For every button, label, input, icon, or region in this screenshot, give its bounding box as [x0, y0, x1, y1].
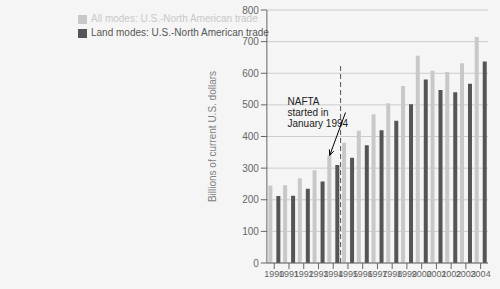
svg-text:800: 800 [242, 5, 259, 16]
svg-text:1996: 1996 [352, 269, 373, 280]
svg-text:1999: 1999 [396, 269, 417, 280]
svg-text:100: 100 [242, 226, 259, 237]
svg-text:200: 200 [242, 194, 259, 205]
svg-text:2004: 2004 [471, 269, 491, 279]
svg-text:300: 300 [242, 163, 259, 174]
svg-text:2003: 2003 [455, 269, 476, 280]
svg-text:1991: 1991 [279, 269, 299, 280]
svg-text:NAFTAstarted inJanuary 1994: NAFTAstarted inJanuary 1994 [288, 96, 349, 129]
svg-text:2001: 2001 [426, 269, 447, 280]
svg-text:1993: 1993 [308, 269, 329, 280]
html-text:All modes: U.S.-North American: All modes: U.S.-North American trade [91, 13, 258, 24]
svg-text:Billions of current U.S. dolla: Billions of current U.S. dollars [207, 71, 218, 202]
svg-text:1997: 1997 [367, 269, 388, 280]
svg-text:400: 400 [242, 131, 259, 142]
svg-text:2002: 2002 [441, 269, 462, 280]
svg-text:1992: 1992 [293, 269, 314, 280]
svg-text:600: 600 [242, 68, 259, 79]
html-text:Land modes: U.S.-North America: Land modes: U.S.-North American trade [91, 27, 269, 38]
svg-text:2000: 2000 [411, 269, 432, 280]
svg-text:700: 700 [242, 36, 259, 47]
svg-text:1990: 1990 [264, 269, 285, 280]
svg-text:1995: 1995 [337, 269, 358, 280]
svg-text:0: 0 [253, 258, 259, 269]
svg-text:500: 500 [242, 99, 259, 110]
svg-text:1998: 1998 [382, 269, 403, 280]
svg-text:1994: 1994 [323, 269, 344, 280]
